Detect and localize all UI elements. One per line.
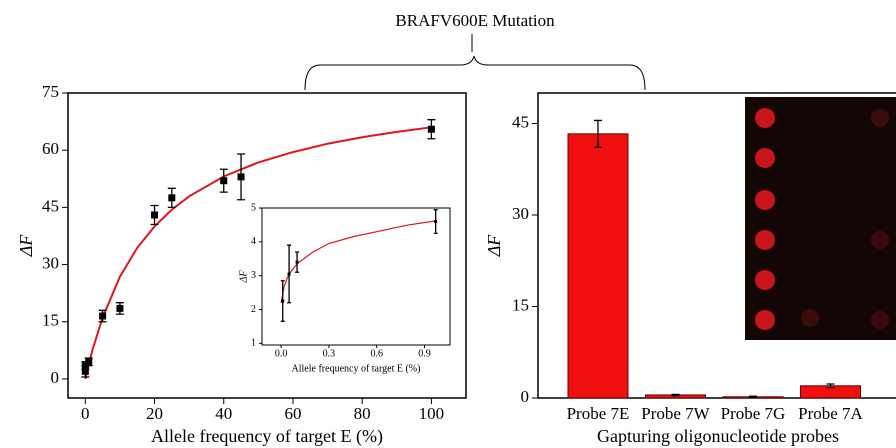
y-axis-label: ΔF	[238, 270, 249, 284]
error-bar	[671, 393, 680, 397]
bar	[567, 133, 629, 399]
y-tick-label: 45	[42, 196, 59, 215]
point	[99, 312, 107, 320]
y-tick-label: 4	[251, 236, 256, 247]
x-tick-label: Probe 7A	[798, 404, 863, 423]
x-tick-label: Probe 7G	[721, 404, 786, 423]
y-tick-label: 15	[42, 311, 59, 330]
x-tick-label: 0.9	[418, 348, 431, 359]
y-tick-label: 45	[512, 112, 529, 131]
x-tick-label: 80	[354, 404, 371, 423]
y-tick-label: 5	[251, 202, 256, 213]
y-tick-label: 1	[251, 338, 256, 349]
point	[168, 194, 176, 202]
x-axis-label: Allele frequency of target E (%)	[151, 426, 383, 447]
point	[220, 177, 228, 185]
x-tick-label: 0.0	[275, 348, 288, 359]
error-bar	[749, 395, 757, 399]
plot-frame	[537, 92, 896, 399]
x-tick-label: 40	[215, 404, 232, 423]
x-tick-label: Probe 7E	[567, 404, 630, 423]
array-image	[745, 97, 896, 340]
brace	[304, 34, 646, 91]
x-tick-label: 20	[146, 404, 163, 423]
x-tick-label: 0	[81, 404, 90, 423]
y-tick-label: 30	[42, 253, 59, 272]
point	[85, 358, 93, 366]
point	[116, 304, 124, 312]
point	[237, 173, 245, 181]
figure-title: BRAFV600E Mutation	[395, 11, 555, 30]
point	[151, 211, 159, 219]
point	[427, 125, 435, 133]
x-tick-label: 0.3	[323, 348, 336, 359]
point	[281, 299, 285, 303]
x-tick-label: 0.6	[370, 348, 383, 359]
fit-curve	[84, 126, 432, 380]
x-axis-label: Gapturing oligonucleotide probes	[597, 426, 839, 446]
inset-frame	[261, 207, 451, 346]
y-axis-label: ΔF	[16, 234, 36, 258]
x-tick-label: 60	[284, 404, 301, 423]
fit-curve	[280, 220, 436, 303]
y-tick-label: 0	[521, 387, 530, 406]
point	[434, 220, 438, 224]
y-tick-label: 2	[251, 304, 256, 315]
plot-frame	[67, 92, 467, 399]
x-tick-label: Probe 7W	[641, 404, 710, 423]
error-bar	[594, 119, 602, 148]
error-bar	[826, 383, 835, 389]
point	[81, 367, 89, 375]
point	[287, 272, 291, 276]
y-tick-label: 60	[42, 139, 59, 158]
y-tick-label: 75	[42, 82, 59, 101]
y-axis-label: ΔF	[484, 234, 504, 258]
y-tick-label: 30	[512, 204, 529, 223]
y-tick-label: 0	[51, 368, 60, 387]
x-axis-label: Allele frequency of target E (%)	[292, 363, 421, 374]
x-tick-label: 100	[419, 404, 445, 423]
point	[295, 260, 299, 264]
y-tick-label: 3	[251, 270, 256, 281]
y-tick-label: 15	[512, 295, 529, 314]
